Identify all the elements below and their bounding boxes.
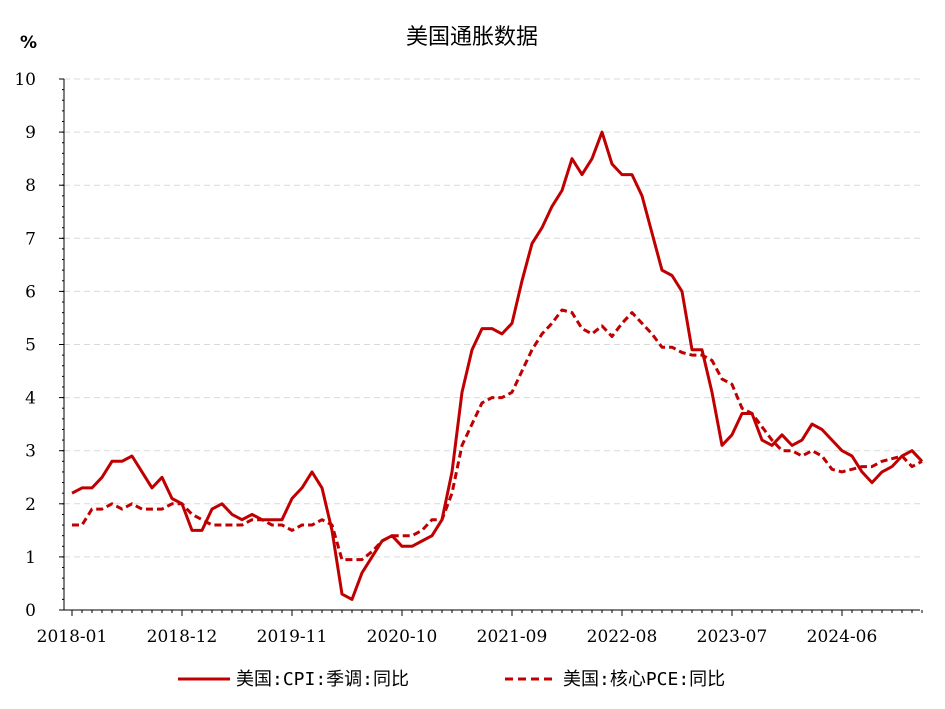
y-tick-label-10: 10 (14, 70, 36, 90)
y-tick-label-1: 1 (25, 548, 36, 568)
y-tick-label-3: 3 (25, 442, 36, 462)
x-tick-labels: 2018-01 2018-12 2019-11 2020-10 2021-09 2022-… (37, 627, 878, 647)
x-tick-label-2019-11: 2019-11 (257, 627, 328, 647)
y-tick-label-7: 7 (25, 229, 36, 249)
chart-title: 美国通胀数据 (406, 25, 538, 50)
x-tick-label-2022-08: 2022-08 (587, 627, 658, 647)
axes (59, 78, 923, 616)
legend-label-core-pce: 美国:核心PCE:同比 (563, 669, 725, 690)
y-tick-label-0: 0 (25, 601, 36, 621)
x-tick-label-2018-01: 2018-01 (37, 627, 108, 647)
y-tick-label-5: 5 (25, 336, 36, 356)
legend-label-cpi: 美国:CPI:季调:同比 (236, 669, 409, 690)
x-tick-label-2021-09: 2021-09 (477, 627, 548, 647)
y-tick-label-6: 6 (25, 282, 36, 302)
series-line-cpi (71, 130, 924, 601)
x-tick-label-2023-07: 2023-07 (697, 627, 768, 647)
y-tick-label-9: 9 (25, 123, 36, 143)
y-axis-unit: % (20, 33, 37, 53)
legend: 美国:CPI:季调:同比 美国:核心PCE:同比 (178, 669, 725, 690)
series-lines (71, 130, 924, 601)
x-tick-label-2024-06: 2024-06 (807, 627, 878, 647)
series-line-core-pce (72, 308, 923, 562)
y-tick-label-2: 2 (25, 495, 36, 515)
y-tick-label-8: 8 (25, 176, 36, 196)
x-tick-label-2018-12: 2018-12 (147, 627, 218, 647)
y-tick-label-4: 4 (25, 389, 36, 409)
x-tick-label-2020-10: 2020-10 (367, 627, 438, 647)
y-tick-labels: 0 1 2 3 4 5 6 7 8 9 10 (14, 70, 36, 621)
gridlines (64, 78, 920, 558)
